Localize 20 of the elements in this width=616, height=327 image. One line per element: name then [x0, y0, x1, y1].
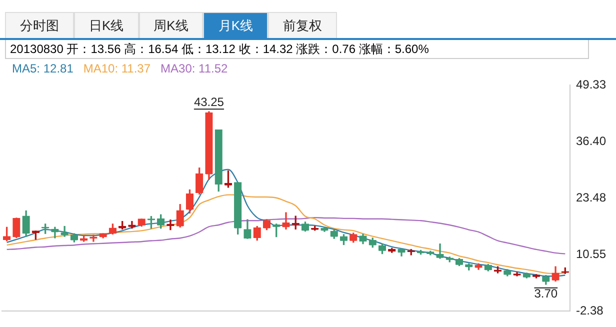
- text: MA30: 11.52: [160, 61, 228, 76]
- text: 20130830 开：13.56 高：16.54 低：13.12 收：14.32 涨跌：0.76 涨幅：5.60%: [10, 42, 429, 56]
- candlestick: [90, 234, 98, 242]
- text: MA5: 12.81: [12, 61, 74, 76]
- annotation: 43.25: [194, 94, 224, 109]
- annotation: 3.70: [534, 286, 558, 301]
- text: 周K线: [138, 12, 204, 38]
- candlestick: [60, 226, 68, 237]
- text: 月K线: [203, 12, 268, 38]
- text: 前复权: [268, 12, 338, 38]
- y-tick-label: 10.55: [576, 246, 606, 261]
- y-tick-label: 49.33: [576, 77, 606, 92]
- y-tick-label: 36.40: [576, 134, 606, 148]
- text: 日K线: [74, 12, 139, 38]
- text: 分时图: [5, 12, 74, 38]
- candlestick: [166, 220, 174, 230]
- text: MA10: 11.37: [83, 61, 151, 76]
- y-tick-label: -2.38: [576, 303, 604, 318]
- candlestick: [436, 243, 444, 259]
- y-tick-label: 23.48: [576, 190, 606, 204]
